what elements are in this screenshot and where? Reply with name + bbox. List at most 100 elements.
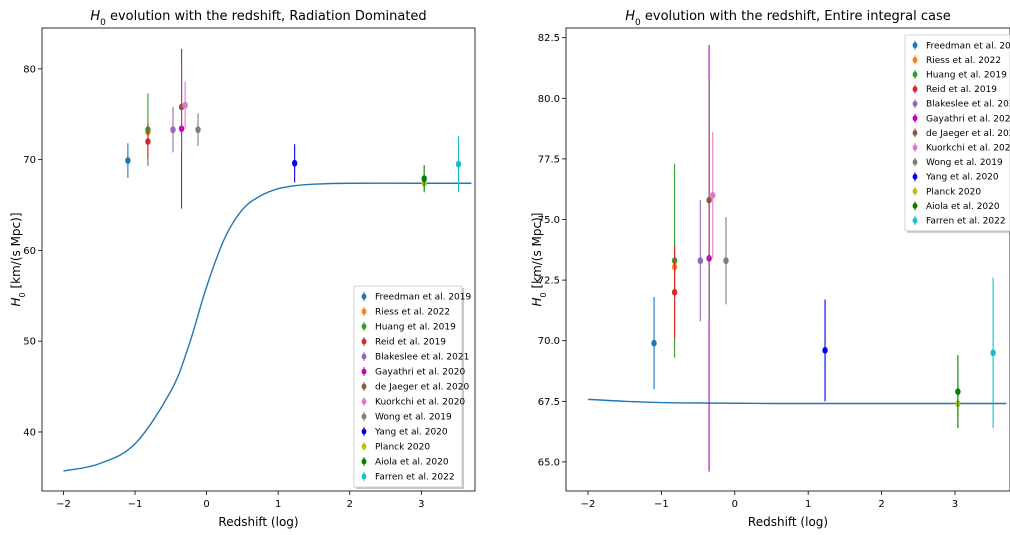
data-point [706,196,712,204]
chart-title: H0 evolution with the redshift, Entire i… [625,9,951,28]
ylabel-symbol: H [530,297,544,306]
legend-entry: Gayathri et al. 2020 [926,114,1010,124]
legend-marker [912,100,918,107]
plot-frame [41,27,476,492]
legend-marker [912,115,918,122]
legend-marker [912,71,918,78]
y-tick-label: 72.5 [538,276,560,287]
x-tick-label: 3 [418,499,424,510]
x-tick-label: 1 [805,499,811,510]
y-tick-label: 70.0 [538,336,560,347]
legend-entry: Riess et al. 2022 [375,308,450,318]
legend-marker [912,144,918,151]
data-point [710,191,716,199]
legend-entry: Planck 2020 [926,187,981,197]
data-point [455,160,462,168]
legend-entry: Aiola et al. 2020 [375,458,449,468]
legend-marker [361,428,367,435]
legend-marker [361,353,367,360]
data-point [195,126,201,134]
legend-entry: Farren et al. 2022 [926,217,1006,227]
title-subscript: 0 [100,18,106,28]
legend-entry: Freedman et al. 2019 [375,293,472,303]
legend-entry: Blakeslee et al. 2021 [926,100,1010,110]
data-point [955,388,961,396]
legend-marker [361,473,367,480]
legend-marker [361,398,367,405]
x-tick-label: 2 [347,499,353,510]
data-point [697,257,704,265]
data-point [822,347,828,354]
x-tick-label: 1 [275,499,281,510]
legend-entry: Freedman et al. 2019 [926,41,1010,51]
y-axis-label: H0 [km/(s Mpc)] [9,213,27,307]
ylabel-symbol: H [9,297,23,306]
x-axis-label: Redshift (log) [218,515,298,529]
x-tick-label: −2 [581,499,596,510]
data-point [291,159,298,167]
y-tick-label: 40 [23,427,36,438]
legend-entry: Yang et al. 2020 [925,173,999,183]
data-point [182,101,188,109]
plot-frame [565,27,1010,492]
legend-entry: de Jaeger et al. 2020 [926,129,1010,139]
x-tick-label: 3 [952,499,958,510]
data-point [723,257,729,265]
legend-box [904,34,1010,232]
legend-entry: Planck 2020 [375,443,430,453]
title-symbol: H [625,9,635,24]
ylabel-subscript: 0 [539,292,548,297]
x-tick-label: −1 [128,499,143,510]
chart-panel-2: −2 −1 0 1 2 3 65.0 67.5 70.0 72.5 75.0 77.5 80.0 82.5… [530,9,1010,529]
model-curve [63,182,472,472]
data-point [671,288,678,296]
y-tick-label: 60 [23,246,36,257]
data-point [990,349,996,357]
legend-entry: Wong et al. 2019 [375,413,452,423]
title-subscript: 0 [635,18,641,28]
legend-marker [912,86,918,93]
y-tick-label: 70 [23,155,36,166]
ylabel-text: [km/(s Mpc)] [9,213,23,293]
legend-entry: Huang et al. 2019 [375,323,456,333]
y-tick-label: 67.5 [538,397,560,408]
legend-marker [361,383,367,390]
data-point [145,138,151,145]
legend-marker [361,443,367,450]
legend-marker [912,188,918,195]
legend-marker [912,159,918,166]
legend-entry: Wong et al. 2019 [926,158,1003,168]
y-tick-label: 75.0 [538,215,560,226]
y-tick-label: 80 [23,64,36,75]
x-tick-label: 2 [878,499,884,510]
legend-marker [912,217,918,224]
legend-marker [361,308,367,315]
data-point [170,126,176,134]
data-point [651,339,657,347]
legend-entry: Riess et al. 2022 [926,56,1001,66]
legend-marker [912,56,918,63]
title-text: evolution with the redshift, Radiation D… [106,9,427,24]
ylabel-text: [km/(s Mpc)] [530,213,544,293]
y-tick-label: 80.0 [538,94,560,105]
x-tick-label: 0 [732,499,738,510]
x-tick-label: −1 [654,499,669,510]
legend-marker [912,129,918,136]
legend-marker [912,202,918,209]
data-point [421,175,427,183]
chart-title: H0 evolution with the redshift, Radiatio… [90,9,426,28]
legend-entry: Huang et al. 2019 [926,71,1007,81]
legend-entry: Farren et al. 2022 [375,473,455,483]
x-axis-label: Redshift (log) [748,515,828,529]
legend-marker [361,338,367,345]
y-tick-label: 65.0 [538,457,560,468]
legend-entry: Kuorkchi et al. 2020 [375,398,465,408]
y-tick-label: 82.5 [538,33,560,44]
legend-marker [361,323,367,330]
legend-marker [912,42,918,49]
legend-entry: Reid et al. 2019 [375,338,446,348]
y-tick-label: 50 [23,337,36,348]
legend-entry: Yang et al. 2020 [374,428,448,438]
